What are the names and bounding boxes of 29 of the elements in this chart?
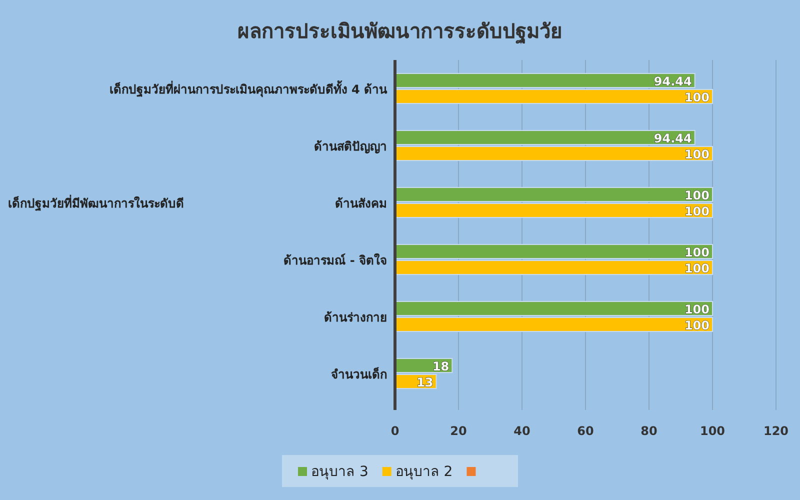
data-label: 100 [684,204,710,218]
text: เด็กปฐมวัยที่มีพัฒนาการในระดับดี [8,194,184,212]
data-label: 100 [684,302,710,316]
data-label: 18 [432,360,450,374]
y-tick-label: เด็กปฐมวัยที่ผ่านการประเมินคุณภาพระดับดีทั้ง 4 ด้าน [109,80,388,98]
y-tick-label: ด้านสังคม [335,196,387,210]
data-label: 100 [684,246,710,260]
data-label: 100 [684,318,710,332]
y-tick-label: ด้านสติปัญญา [314,140,387,154]
data-label: 100 [684,188,710,202]
data-label: 94.44 [654,132,692,146]
x-tick-label: 120 [763,424,789,438]
y-tick-label: ด้านอารมณ์ - จิตใจ [284,252,387,268]
legend-label: อนุบาล 3 [311,464,368,480]
data-label: 100 [684,262,710,276]
y-tick-label: ด้านร่างกาย [324,310,387,324]
data-label: 100 [684,148,710,162]
data-label: 100 [684,90,710,104]
x-tick-label: 60 [577,424,594,438]
x-tick-label: 20 [450,424,467,438]
legend-label: อนุบาล 2 [395,464,453,480]
data-label: 13 [416,376,434,390]
data-label: 94.44 [654,74,692,88]
x-tick-label: 40 [514,424,530,438]
x-tick-label: 0 [390,424,400,438]
y-tick-label: จำนวนเด็ก [331,366,387,382]
x-tick-label: 80 [640,424,658,438]
title: ผลการประเมินพัฒนาการระดับปฐมวัย [238,19,562,43]
x-tick-label: 100 [700,424,726,438]
